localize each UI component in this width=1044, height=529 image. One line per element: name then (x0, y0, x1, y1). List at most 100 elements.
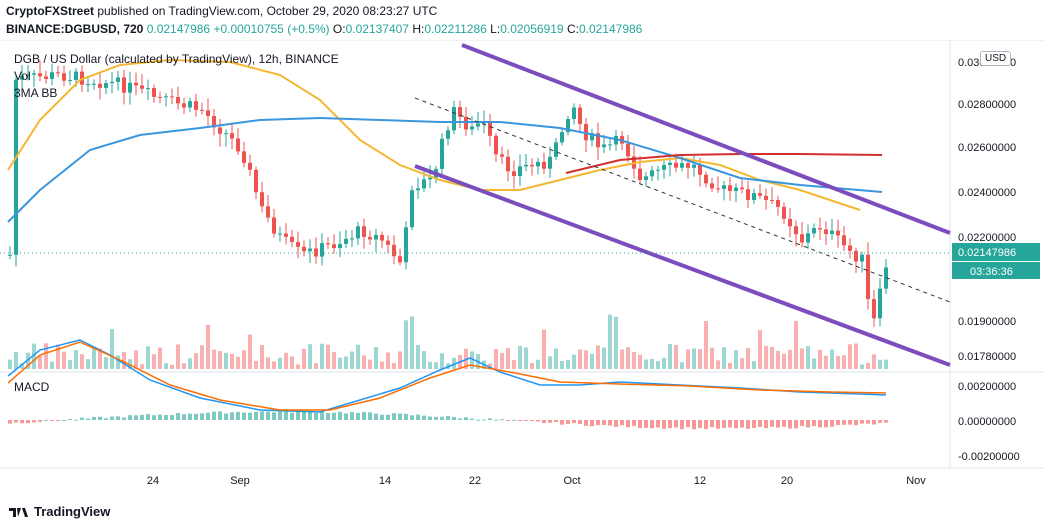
volume-bar (512, 359, 516, 369)
candle-body (398, 256, 402, 263)
volume-bar (308, 344, 312, 369)
volume-bar (722, 347, 726, 369)
macd-hist-bar (188, 413, 192, 420)
tradingview-logo[interactable]: TradingView (8, 504, 110, 519)
macd-hist-bar (434, 416, 438, 420)
candle-body (656, 169, 660, 171)
h-value: 0.02211286 (424, 22, 487, 36)
candle-body (80, 71, 84, 85)
volume-bar (494, 349, 498, 369)
candle-body (230, 133, 234, 139)
macd-hist-bar (14, 420, 18, 423)
candle-body (866, 254, 870, 300)
volume-bar (716, 360, 720, 369)
publisher-name[interactable]: CryptoFXStreet (6, 4, 95, 18)
volume-bar (92, 348, 96, 369)
candle-body (182, 103, 186, 108)
ohlc-line: BINANCE:DGBUSD, 720 0.02147986 +0.000107… (6, 22, 642, 36)
volume-bar (314, 363, 318, 369)
volume-bar (242, 350, 246, 369)
candle-body (824, 229, 828, 234)
volume-bar (206, 324, 210, 369)
candle-body (326, 243, 330, 245)
macd-hist-bar (770, 420, 774, 427)
candle-body (200, 109, 204, 111)
candle-body (782, 206, 786, 219)
candle-body (290, 236, 294, 242)
candle-body (116, 77, 120, 82)
candle-body (608, 144, 612, 146)
macd-hist-bar (212, 411, 216, 420)
volume-bar (686, 349, 690, 369)
volume-bar (302, 348, 306, 369)
macd-hist-bar (92, 416, 96, 420)
macd-hist-bar (416, 414, 420, 420)
candle-body (392, 244, 396, 257)
macd-hist-bar (674, 420, 678, 428)
macd-hist-bar (194, 413, 198, 420)
macd-hist-bar (698, 420, 702, 428)
countdown-badge (952, 262, 1040, 279)
volume-bar (98, 348, 102, 369)
ma-legend[interactable]: 3MA BB (14, 86, 58, 100)
candle-body (692, 164, 696, 168)
macd-hist-bar (800, 420, 804, 427)
macd-hist-bar (488, 418, 492, 420)
macd-hist-bar (380, 414, 384, 420)
candle-body (194, 101, 198, 110)
macd-hist-bar (272, 412, 276, 420)
price-badge (952, 243, 1040, 261)
macd-hist-bar (788, 420, 792, 429)
volume-bar (608, 314, 612, 369)
macd-hist-bar (236, 411, 240, 420)
macd-hist-bar (98, 416, 102, 420)
volume-bar (110, 329, 114, 369)
volume-bar (782, 353, 786, 369)
macd-hist-bar (878, 420, 882, 423)
macd-hist-bar (44, 419, 48, 421)
candle-body (722, 185, 726, 189)
volume-bar (224, 352, 228, 369)
candle-body (542, 161, 546, 169)
l-label: L: (490, 22, 501, 36)
macd-hist-bar (728, 420, 732, 428)
volume-bar (170, 364, 174, 369)
candle-body (374, 234, 378, 240)
volume-bar (410, 316, 414, 369)
macd-hist-bar (386, 414, 390, 420)
volume-bar (566, 360, 570, 369)
volume-bar (194, 353, 198, 369)
price-chart[interactable]: 0.030000000.028000000.026000000.02400000… (0, 40, 1044, 495)
candle-body (854, 250, 858, 262)
candle-body (248, 162, 252, 170)
macd-legend[interactable]: MACD (14, 380, 50, 394)
time-tick-label: 14 (379, 475, 391, 487)
time-tick-label: Oct (563, 475, 580, 487)
candle-body (806, 233, 810, 243)
volume-bar (20, 363, 24, 369)
volume-legend[interactable]: Vol (14, 69, 31, 83)
macd-hist-bar (620, 420, 624, 426)
volume-bar (644, 359, 648, 369)
macd-hist-bar (392, 413, 396, 420)
currency-button[interactable]: USD (980, 51, 1012, 66)
macd-hist-bar (116, 416, 120, 420)
candle-body (668, 162, 672, 165)
macd-hist-bar (572, 420, 576, 424)
volume-bar (356, 344, 360, 369)
candle-body (452, 107, 456, 131)
volume-bar (188, 358, 192, 369)
macd-tick-label: 0.00000000 (958, 416, 1016, 428)
macd-hist-bar (680, 420, 684, 430)
macd-hist-bar (812, 420, 816, 427)
candle-body (680, 163, 684, 168)
macd-hist-bar (158, 414, 162, 420)
volume-bar (8, 359, 12, 369)
volume-bar (452, 357, 456, 369)
candle-body (38, 73, 42, 77)
volume-bar (158, 347, 162, 369)
macd-hist-bar (362, 411, 366, 420)
candle-body (734, 187, 738, 191)
candle-body (674, 162, 678, 168)
volume-bar (848, 344, 852, 369)
